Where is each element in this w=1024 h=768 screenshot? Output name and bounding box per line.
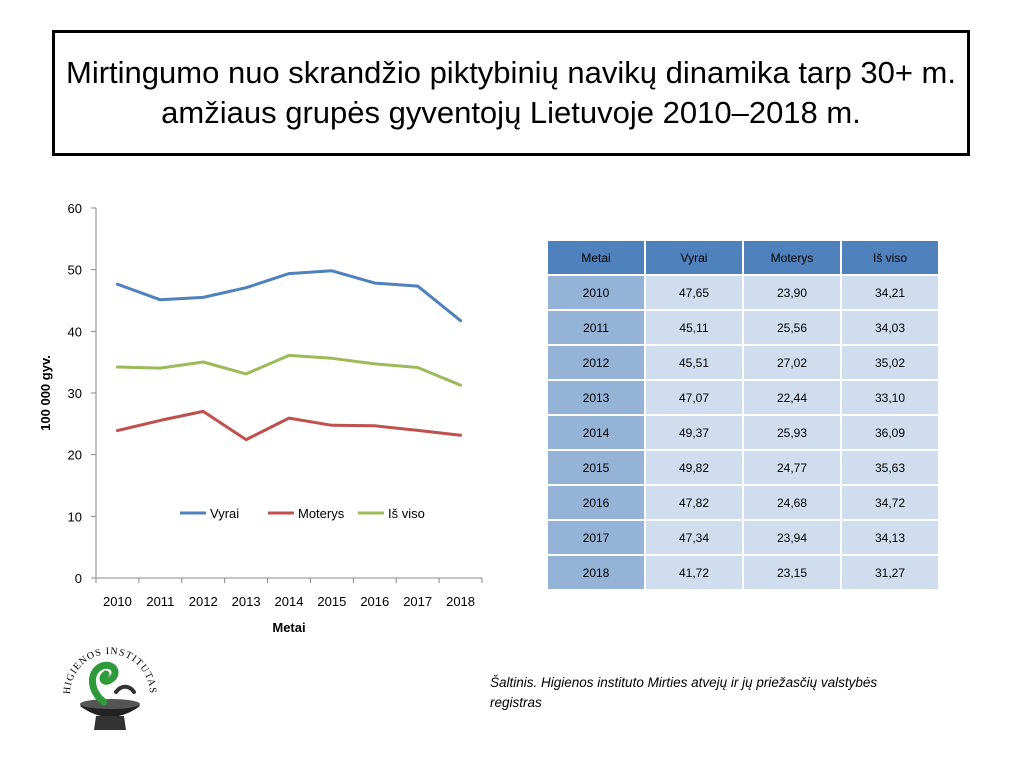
source-note: Šaltinis. Higienos instituto Mirties atv…	[490, 675, 878, 710]
table-cell: 25,93	[742, 414, 842, 451]
legend-label: Moterys	[298, 506, 345, 521]
y-tick-label: 20	[68, 448, 82, 463]
table-row: 2010 47,65 23,90 34,21	[546, 274, 940, 311]
table-cell: 49,37	[644, 414, 744, 451]
table-cell-year: 2018	[546, 554, 646, 591]
table-cell-year: 2017	[546, 519, 646, 556]
table-cell: 34,13	[840, 519, 940, 556]
x-tick-label: 2018	[446, 594, 475, 609]
y-tick-label: 0	[75, 571, 82, 586]
table-row: 2015 49,82 24,77 35,63	[546, 449, 940, 486]
legend-label: Iš viso	[388, 506, 425, 521]
x-tick-label: 2017	[403, 594, 432, 609]
table-cell: 23,94	[742, 519, 842, 556]
table-cell: 24,68	[742, 484, 842, 521]
x-tick-label: 2010	[103, 594, 132, 609]
table-cell: 35,63	[840, 449, 940, 486]
series-line-moterys	[115, 409, 463, 442]
table-row: 2018 41,72 23,15 31,27	[546, 554, 940, 591]
table-header-cell: Iš viso	[840, 239, 940, 276]
x-tick-label: 2016	[360, 594, 389, 609]
table-cell: 27,02	[742, 344, 842, 381]
table-header-cell: Metai	[546, 239, 646, 276]
table-row: 2012 45,51 27,02 35,02	[546, 344, 940, 381]
y-axis-title: 100 000 gyv.	[38, 355, 53, 431]
y-tick-label: 60	[68, 201, 82, 216]
table-cell: 33,10	[840, 379, 940, 416]
y-tick-label: 50	[68, 263, 82, 278]
table-cell-year: 2014	[546, 414, 646, 451]
logo-text: HIGIENOS INSTITUTAS	[62, 646, 157, 695]
table-cell-year: 2016	[546, 484, 646, 521]
series-line-vyrai	[115, 269, 463, 323]
table-cell: 41,72	[644, 554, 744, 591]
table-cell: 49,82	[644, 449, 744, 486]
table-row: 2014 49,37 25,93 36,09	[546, 414, 940, 451]
table-row: 2017 47,34 23,94 34,13	[546, 519, 940, 556]
table-cell-year: 2011	[546, 309, 646, 346]
x-tick-label: 2012	[189, 594, 218, 609]
table-row: 2013 47,07 22,44 33,10	[546, 379, 940, 416]
table-cell: 47,07	[644, 379, 744, 416]
table-cell: 34,72	[840, 484, 940, 521]
table-cell: 45,51	[644, 344, 744, 381]
table-cell: 34,03	[840, 309, 940, 346]
table-cell: 34,21	[840, 274, 940, 311]
table-cell: 45,11	[644, 309, 744, 346]
table-cell: 35,02	[840, 344, 940, 381]
table-cell: 47,65	[644, 274, 744, 311]
table-cell: 24,77	[742, 449, 842, 486]
table-cell-year: 2010	[546, 274, 646, 311]
x-tick-label: 2015	[317, 594, 346, 609]
table-cell: 23,90	[742, 274, 842, 311]
x-tick-label: 2013	[232, 594, 261, 609]
table-cell-year: 2012	[546, 344, 646, 381]
legend-label: Vyrai	[210, 506, 239, 521]
table-row: 2016 47,82 24,68 34,72	[546, 484, 940, 521]
table-cell: 22,44	[742, 379, 842, 416]
table-cell: 31,27	[840, 554, 940, 591]
page-title: Mirtingumo nuo skrandžio piktybinių navi…	[66, 55, 956, 130]
higienos-institutas-logo: HIGIENOS INSTITUTAS	[60, 632, 160, 736]
title-box: Mirtingumo nuo skrandžio piktybinių navi…	[52, 30, 970, 156]
table-cell: 47,82	[644, 484, 744, 521]
data-table: Metai Vyrai Moterys Iš viso 2010 47,65 2…	[546, 239, 940, 591]
table-cell: 25,56	[742, 309, 842, 346]
x-tick-label: 2014	[275, 594, 304, 609]
table-header-row: Metai Vyrai Moterys Iš viso	[546, 239, 940, 276]
x-tick-label: 2011	[146, 594, 174, 609]
table-row: 2011 45,11 25,56 34,03	[546, 309, 940, 346]
table-cell: 36,09	[840, 414, 940, 451]
y-tick-label: 40	[68, 324, 82, 339]
series-line-i-viso	[115, 353, 463, 387]
y-tick-label: 10	[68, 509, 82, 524]
table-cell-year: 2013	[546, 379, 646, 416]
table-cell-year: 2015	[546, 449, 646, 486]
svg-text:HIGIENOS INSTITUTAS: HIGIENOS INSTITUTAS	[62, 646, 158, 695]
table-header-cell: Vyrai	[644, 239, 744, 276]
x-axis-title: Metai	[272, 620, 305, 635]
y-tick-label: 30	[68, 386, 82, 401]
table-cell: 47,34	[644, 519, 744, 556]
table-cell: 23,15	[742, 554, 842, 591]
table-header-cell: Moterys	[742, 239, 842, 276]
